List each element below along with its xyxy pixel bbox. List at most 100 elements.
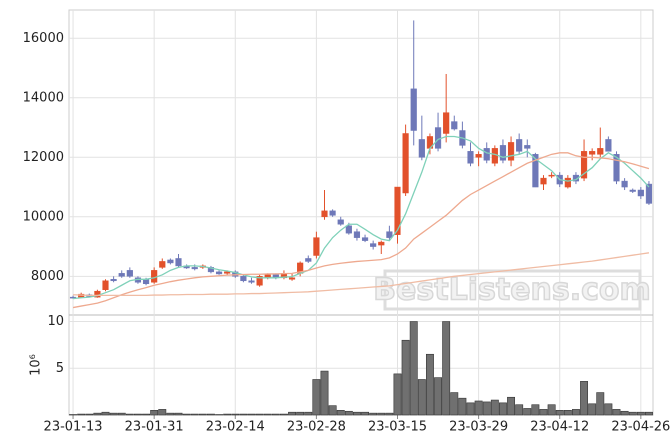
x-tick-label: 23-03-29 [449,420,508,435]
volume-bar [393,373,402,416]
candle-body [118,273,125,277]
candle-body [361,237,369,241]
x-tick-label: 23-01-31 [125,420,184,435]
candle-body [451,121,458,130]
volume-bar [482,401,491,416]
volume-bar [474,400,483,416]
candle-body [475,154,482,158]
volume-bar [174,412,183,416]
volume-bar [109,412,118,416]
candle-body [329,210,336,216]
volume-bar [142,413,151,416]
volume-bar [296,411,305,416]
volume-bar [223,413,232,416]
volume-bar [198,413,207,416]
candle-body [629,189,636,192]
volume-bar [239,413,248,416]
volume-bar [182,413,191,416]
volume-bar [125,413,134,416]
candle-body [370,243,377,247]
y-tick-label: 10 [47,314,64,329]
volume-bar [304,411,313,416]
volume-bar [515,404,524,416]
x-tick-label: 23-02-28 [287,420,346,435]
y-tick-label: 14000 [23,90,64,105]
volume-bar [596,392,605,416]
volume-bar [190,413,199,416]
candle-body [394,186,401,235]
volume-bar [571,409,580,416]
volume-bar [547,404,556,416]
volume-bar [263,413,272,416]
candle-body [418,139,425,158]
volume-bar [271,413,280,416]
volume-bar [377,412,386,416]
x-tick-label: 23-01-13 [44,420,103,435]
y-tick-label: 16000 [23,31,64,46]
y-tick-label: 5 [56,361,64,376]
candle-body [483,148,490,161]
volume-bar [150,410,159,416]
volume-bar [458,397,467,416]
volume-bar [288,411,297,416]
candle-body [613,154,620,182]
volume-bar [466,402,475,416]
volume-bar [539,409,548,416]
volume-bar [555,410,564,416]
candle-body [434,127,442,149]
volume-bar [166,412,175,416]
candle-body [353,231,361,238]
candle-body [516,139,523,152]
candle-body [467,151,474,164]
candle-body [402,133,409,194]
volume-bar [369,412,378,416]
candle-body [605,139,612,152]
volume-bar [361,411,370,416]
candle-body [142,279,150,285]
volume-bar [117,412,126,416]
candle-body [224,271,231,274]
volume-bar [85,413,94,416]
candle-body [337,219,344,225]
volume-bar [158,409,167,416]
candle-body [256,276,263,286]
candle-body [564,177,571,188]
plot-frame [68,9,654,416]
candle-body [167,259,174,264]
volume-bar [434,377,443,416]
candle-body [443,112,450,134]
volume-bar [344,410,353,416]
volume-bar [279,413,288,416]
candle-body [191,267,198,270]
candle-body [386,231,393,238]
volume-bar [231,413,240,416]
volume-bar [425,353,434,416]
candle-body [248,280,255,283]
volume-bar [636,411,645,416]
x-tick-label: 23-04-12 [530,420,589,435]
x-tick-label: 23-03-15 [368,420,427,435]
candle-body [159,261,166,268]
candle-body [645,183,653,204]
volume-bar [93,412,102,416]
candle-body [110,279,117,282]
candle-body [507,142,515,161]
y-tick-label: 10000 [23,209,64,224]
candle-body [580,151,588,179]
x-tick-label: 23-02-14 [206,420,265,435]
volume-bar [101,411,110,416]
volume-bar [336,410,345,416]
volume-bar [604,403,613,416]
candle-body [637,189,644,197]
moving-average-line [72,152,650,309]
moving-average-line [73,252,650,297]
volume-bar [206,413,215,416]
candle-body [102,280,109,290]
volume-bar [255,413,264,416]
volume-bar [507,396,516,416]
candle-body [378,241,385,246]
volume-bar [450,392,459,416]
candle-body [151,270,158,283]
volume-bar [628,411,637,416]
